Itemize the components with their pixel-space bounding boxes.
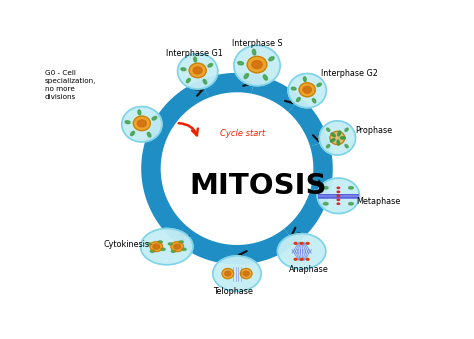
Ellipse shape xyxy=(171,250,175,253)
Ellipse shape xyxy=(330,139,335,142)
Ellipse shape xyxy=(299,83,315,97)
Ellipse shape xyxy=(277,234,326,269)
Text: Anaphase: Anaphase xyxy=(289,265,328,274)
Ellipse shape xyxy=(240,268,252,279)
Text: Interphase G1: Interphase G1 xyxy=(166,49,223,58)
Text: Cycle start: Cycle start xyxy=(219,129,264,138)
Ellipse shape xyxy=(243,271,249,276)
Ellipse shape xyxy=(141,228,193,265)
Ellipse shape xyxy=(171,242,183,252)
Ellipse shape xyxy=(330,131,345,145)
Text: Metaphase: Metaphase xyxy=(356,197,400,205)
Ellipse shape xyxy=(345,128,348,131)
Ellipse shape xyxy=(153,244,160,249)
Ellipse shape xyxy=(161,248,165,251)
Ellipse shape xyxy=(147,133,151,137)
Ellipse shape xyxy=(300,242,303,244)
Ellipse shape xyxy=(340,137,346,139)
Ellipse shape xyxy=(327,128,330,131)
Ellipse shape xyxy=(269,57,274,61)
Ellipse shape xyxy=(306,258,309,260)
Ellipse shape xyxy=(122,106,162,142)
Ellipse shape xyxy=(247,56,267,73)
Ellipse shape xyxy=(297,98,300,102)
Ellipse shape xyxy=(182,248,186,251)
Ellipse shape xyxy=(137,120,146,127)
Ellipse shape xyxy=(168,243,173,245)
Ellipse shape xyxy=(337,195,340,197)
Ellipse shape xyxy=(203,79,207,84)
Ellipse shape xyxy=(208,63,212,67)
Text: Cytokinesis: Cytokinesis xyxy=(103,240,149,250)
Ellipse shape xyxy=(303,77,306,82)
Text: Prophase: Prophase xyxy=(355,126,392,136)
Ellipse shape xyxy=(189,63,206,78)
Ellipse shape xyxy=(213,256,261,291)
Ellipse shape xyxy=(337,199,340,200)
Ellipse shape xyxy=(317,178,359,214)
Ellipse shape xyxy=(337,203,340,204)
Ellipse shape xyxy=(178,54,218,89)
Ellipse shape xyxy=(337,191,340,193)
Text: Telophase: Telophase xyxy=(214,287,254,296)
Ellipse shape xyxy=(181,68,186,71)
Text: Interphase S: Interphase S xyxy=(232,39,283,48)
Ellipse shape xyxy=(174,244,181,249)
Text: G0 - Cell
specialization,
no more
divisions: G0 - Cell specialization, no more divisi… xyxy=(45,69,96,100)
Ellipse shape xyxy=(317,83,321,86)
Ellipse shape xyxy=(300,258,303,260)
Ellipse shape xyxy=(294,242,297,244)
Ellipse shape xyxy=(252,61,262,68)
Text: MITOSIS: MITOSIS xyxy=(189,172,327,200)
Ellipse shape xyxy=(292,87,296,90)
Ellipse shape xyxy=(331,133,335,137)
Ellipse shape xyxy=(234,45,280,86)
Ellipse shape xyxy=(225,271,231,276)
Ellipse shape xyxy=(338,131,341,136)
Ellipse shape xyxy=(294,258,297,260)
Ellipse shape xyxy=(303,86,311,93)
Ellipse shape xyxy=(150,250,155,253)
Ellipse shape xyxy=(345,144,348,148)
Ellipse shape xyxy=(158,241,162,243)
Ellipse shape xyxy=(349,202,353,205)
Ellipse shape xyxy=(244,74,248,79)
Ellipse shape xyxy=(125,121,130,124)
Ellipse shape xyxy=(306,242,309,244)
Ellipse shape xyxy=(337,140,339,145)
Ellipse shape xyxy=(222,268,234,279)
Ellipse shape xyxy=(152,117,157,120)
Ellipse shape xyxy=(147,243,152,245)
Ellipse shape xyxy=(133,116,150,131)
Ellipse shape xyxy=(323,186,328,189)
Ellipse shape xyxy=(319,121,356,155)
Ellipse shape xyxy=(253,49,256,55)
Ellipse shape xyxy=(312,99,316,103)
Ellipse shape xyxy=(179,241,183,243)
Ellipse shape xyxy=(138,110,141,115)
Ellipse shape xyxy=(131,131,135,136)
Ellipse shape xyxy=(186,78,191,83)
Ellipse shape xyxy=(194,57,197,62)
Ellipse shape xyxy=(349,186,353,189)
Ellipse shape xyxy=(323,202,328,205)
Text: Interphase G2: Interphase G2 xyxy=(321,68,378,78)
Ellipse shape xyxy=(150,242,163,252)
Ellipse shape xyxy=(327,144,330,148)
Ellipse shape xyxy=(288,74,326,108)
Ellipse shape xyxy=(264,75,267,80)
Ellipse shape xyxy=(238,62,244,65)
Ellipse shape xyxy=(193,67,202,74)
Ellipse shape xyxy=(337,187,340,188)
